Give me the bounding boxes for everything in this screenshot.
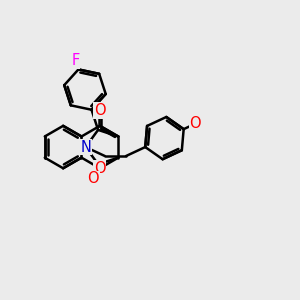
- Text: O: O: [94, 161, 106, 176]
- Text: O: O: [94, 103, 106, 118]
- Text: O: O: [190, 116, 201, 131]
- Text: F: F: [71, 53, 80, 68]
- Text: N: N: [80, 140, 91, 154]
- Text: O: O: [88, 171, 99, 186]
